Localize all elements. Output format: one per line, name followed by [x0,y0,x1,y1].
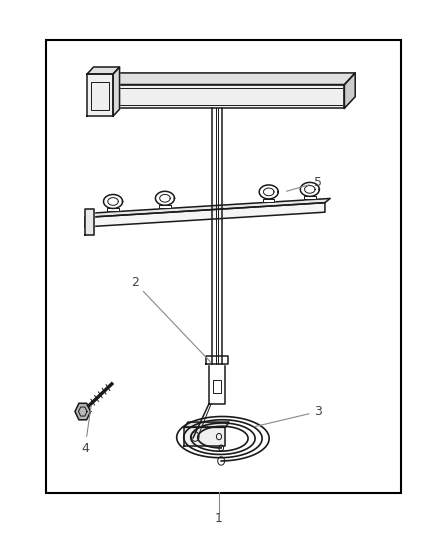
Text: 1: 1 [215,512,223,525]
Polygon shape [113,67,120,116]
Polygon shape [98,73,355,85]
Text: 3: 3 [254,405,322,427]
Polygon shape [184,427,226,446]
Polygon shape [85,198,330,217]
Polygon shape [206,356,228,364]
Polygon shape [184,422,229,427]
Text: 4: 4 [81,406,91,455]
Text: 2: 2 [131,276,211,362]
Polygon shape [87,74,113,116]
Polygon shape [304,196,315,199]
Polygon shape [344,73,355,108]
Polygon shape [159,205,171,208]
Bar [212,380,221,393]
Bar [46,39,401,494]
Polygon shape [85,209,94,236]
Text: 5: 5 [286,175,322,191]
Polygon shape [85,203,325,227]
Polygon shape [263,199,275,202]
Polygon shape [98,85,344,108]
Polygon shape [87,67,120,74]
Polygon shape [209,364,225,403]
Bar [92,82,109,110]
Polygon shape [107,208,119,212]
Polygon shape [212,108,222,364]
Polygon shape [75,403,91,420]
